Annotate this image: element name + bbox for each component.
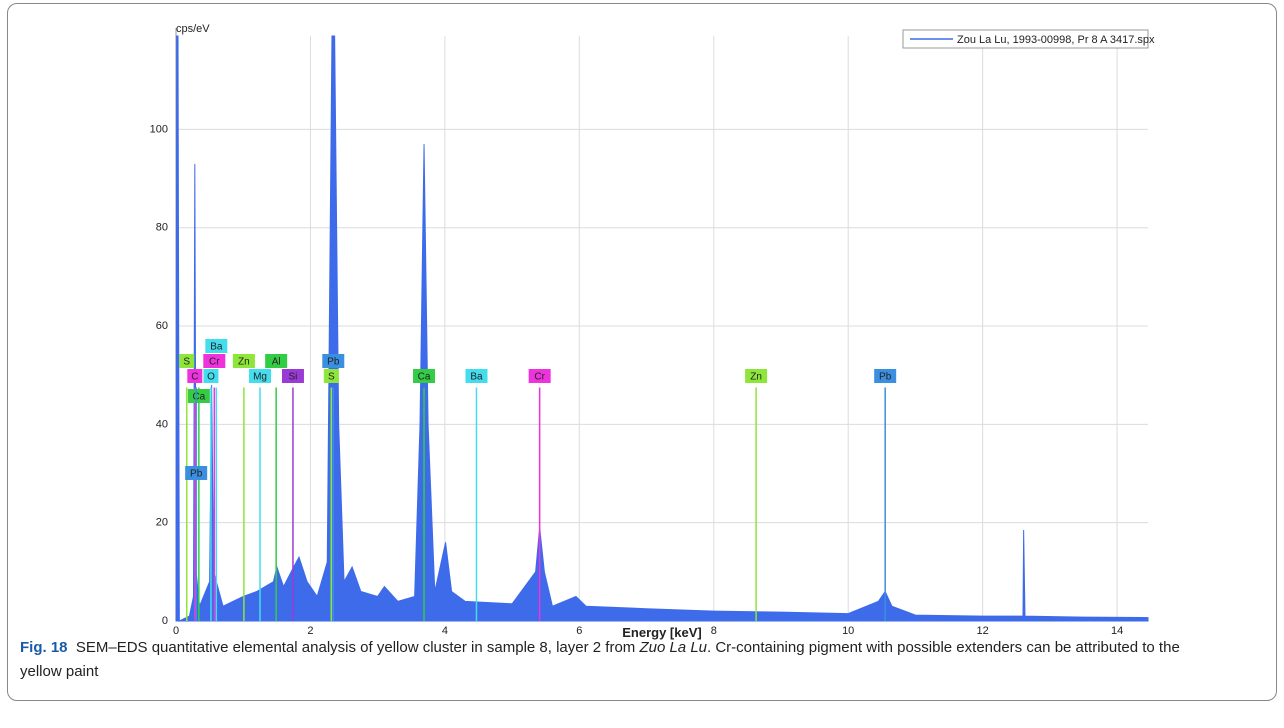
legend-label: Zou La Lu, 1993-00998, Pr 8 A 3417.spx [957,34,1155,46]
element-label: Ba [210,342,223,353]
caption-label: Fig. 18 [20,639,68,656]
element-label-box [281,369,304,383]
x-tick-label: 12 [977,625,989,637]
element-label: Pb [327,357,340,368]
element-label-box [745,369,768,383]
y-tick-label: 40 [156,418,168,430]
element-label: S [328,372,335,383]
element-label: C [191,372,198,383]
element-label: Ca [192,392,205,403]
y-tick-label: 0 [162,615,168,627]
caption-text: . Cr-containing pigment with possible ex… [20,639,1180,680]
y-tick-label: 100 [150,123,168,135]
y-axis-label: cps/eV [176,23,210,35]
element-label-box [265,354,288,368]
element-label: Cr [209,357,220,368]
element-label-box [413,369,436,383]
element-label: Ba [470,372,483,383]
element-label-box [465,369,488,383]
element-label: S [183,357,190,368]
caption-text: SEM–EDS quantitative elemental analysis … [75,639,640,656]
element-label-box [187,369,203,383]
x-tick-label: 4 [442,625,448,637]
element-label: Zn [238,357,250,368]
element-label: Cr [534,372,545,383]
element-label-box [203,369,219,383]
spectrum-area [175,35,1149,622]
x-tick-label: 8 [711,625,717,637]
element-label: Al [272,357,281,368]
element-label-box [205,339,228,353]
element-label: Zn [750,372,762,383]
element-label-box [249,369,272,383]
element-label-box [179,354,195,368]
x-tick-label: 6 [576,625,582,637]
element-label-box [203,354,226,368]
legend-box [902,29,1149,49]
element-label-box [187,389,210,403]
element-label-box [185,466,208,480]
element-label: Ca [418,372,431,383]
element-label: O [207,372,215,383]
element-label: Mg [253,372,267,383]
chart: cps/eV Energy [keV] 0 20 40 60 80 100 0 2 4 6 8 10 1… [150,23,1155,640]
element-label-box [232,354,255,368]
x-tick-label: 0 [173,625,179,637]
x-tick-label: 10 [842,625,854,637]
x-tick-label: 14 [1111,625,1123,637]
x-axis-label: Energy [keV] [622,625,701,640]
element-label-box [322,354,345,368]
y-tick-label: 60 [156,320,168,332]
element-label-box [323,369,339,383]
x-tick-label: 2 [307,625,313,637]
element-label: Si [289,372,298,383]
caption-italic: Zuo La Lu [639,639,708,656]
element-label: Pb [879,372,892,383]
element-label: Pb [190,469,203,480]
caption: Fig. 18 SEM–EDS quantitative elemental a… [20,636,1200,684]
element-label-box [874,369,897,383]
element-label-box [528,369,551,383]
y-tick-label: 80 [156,222,168,234]
figure-frame [7,3,1277,701]
y-tick-label: 20 [156,517,168,529]
